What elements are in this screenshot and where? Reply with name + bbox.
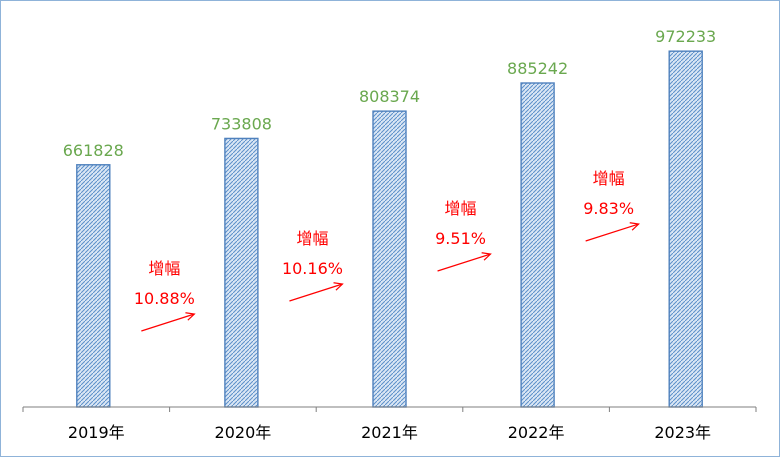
growth-annotation-title: 增幅 bbox=[296, 229, 328, 248]
labels-layer: 661828 2019年 733808 2020年 808374 2021年 885242 2… bbox=[63, 27, 716, 442]
growth-annotations: 增幅 10.88% 增幅 10.16% 增幅 9.51% 增幅 9.83% bbox=[134, 169, 640, 332]
value-label: 972233 bbox=[655, 27, 716, 46]
bars-layer bbox=[76, 50, 703, 408]
growth-annotation-title: 增幅 bbox=[445, 199, 477, 218]
bar-2022年 bbox=[520, 82, 555, 408]
x-axis bbox=[22, 406, 757, 412]
growth-annotation-title: 增幅 bbox=[148, 259, 180, 278]
growth-arrow-head bbox=[185, 312, 196, 321]
x-tick-label: 2022年 bbox=[508, 423, 565, 442]
growth-arrow bbox=[141, 313, 195, 332]
growth-annotation-value: 10.88% bbox=[134, 289, 195, 308]
growth-annotation-title: 增幅 bbox=[593, 169, 625, 188]
x-tick-label: 2023年 bbox=[654, 423, 711, 442]
x-tick-label: 2021年 bbox=[361, 423, 418, 442]
growth-arrow-head bbox=[333, 282, 344, 291]
value-label: 808374 bbox=[359, 87, 420, 106]
growth-annotation-value: 9.51% bbox=[435, 229, 486, 248]
growth-annotation-value: 9.83% bbox=[583, 199, 634, 218]
bar-2023年 bbox=[668, 50, 703, 408]
value-label: 733808 bbox=[211, 114, 272, 133]
growth-annotation-value: 10.16% bbox=[282, 259, 343, 278]
growth-arrow-head bbox=[629, 222, 640, 231]
growth-arrow bbox=[437, 253, 491, 272]
value-label: 661828 bbox=[63, 141, 124, 160]
value-label: 885242 bbox=[507, 59, 568, 78]
x-tick-label: 2020年 bbox=[215, 423, 272, 442]
growth-arrow bbox=[585, 223, 639, 242]
bar-2020年 bbox=[224, 137, 259, 408]
growth-arrow-head bbox=[481, 252, 492, 261]
growth-arrow bbox=[289, 283, 343, 302]
bar-2019年 bbox=[76, 164, 111, 408]
bar-2021年 bbox=[372, 110, 407, 408]
x-tick-label: 2019年 bbox=[68, 423, 125, 442]
